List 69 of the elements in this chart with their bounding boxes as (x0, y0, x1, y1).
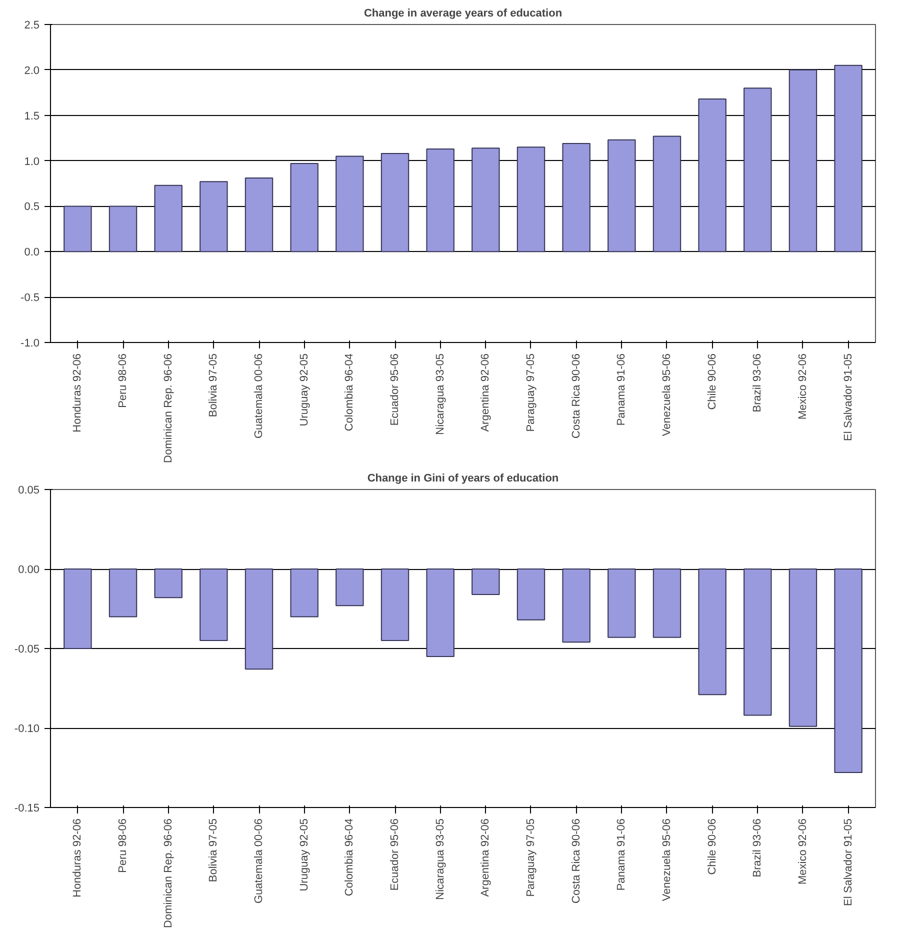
x-tick-label: Peru 98-06 (117, 818, 130, 873)
bar (64, 206, 92, 252)
x-tick-label: Ecuador 95-06 (389, 818, 402, 891)
y-tick-label: 0.5 (24, 201, 40, 214)
bar (380, 153, 410, 252)
x-tick-label: Bolivia 97-05 (208, 354, 220, 418)
x-tick-label: Honduras 92-06 (72, 818, 84, 898)
x-tick-label: Guatemala 00-06 (253, 818, 266, 904)
x-tick-label: Peru 98-06 (117, 353, 130, 408)
bar (834, 64, 862, 252)
x-tick-label: Colombia 96-04 (344, 818, 356, 896)
x-tick-label: Colombia 96-04 (344, 354, 356, 432)
y-tick-label: 0.00 (18, 564, 40, 576)
bar (698, 98, 726, 252)
bar (154, 184, 182, 252)
bar (608, 139, 636, 252)
bar (516, 146, 546, 252)
x-tick-label: Brazil 93-06 (752, 818, 764, 878)
x-tick-label: Bolivia 97-05 (208, 818, 220, 882)
x-tick-label: Chile 90-06 (706, 818, 718, 875)
bar (472, 148, 500, 252)
y-tick-label: -0.10 (14, 723, 40, 735)
x-tick-label: Nicaragua 93-05 (434, 353, 446, 435)
chart-title: Change in average years of education (364, 8, 562, 20)
bar (652, 136, 682, 252)
x-tick-label: Chile 90-06 (706, 353, 718, 410)
bar (426, 148, 454, 252)
bar (744, 88, 772, 252)
y-tick-label: -0.15 (14, 802, 40, 814)
x-tick-label: Panama 91-06 (616, 818, 628, 891)
y-tick-label: 0.05 (18, 484, 40, 496)
x-tick-label: Costa Rica 90-06 (570, 818, 582, 904)
bar (562, 143, 590, 252)
bar (108, 206, 138, 252)
bar (200, 181, 228, 252)
y-tick-label: 0.0 (24, 246, 40, 259)
x-tick-label: Venezuela 95-06 (660, 353, 673, 436)
x-tick-label: El Salvador 91-05 (842, 353, 854, 441)
bar (290, 163, 318, 252)
x-tick-label: Uruguay 92-05 (298, 353, 310, 426)
chart-title: Change in Gini of years of education (367, 472, 559, 484)
x-tick-label: Paraguay 97-05 (524, 353, 537, 432)
x-tick-label: Panama 91-06 (616, 353, 628, 426)
x-tick-label: Mexico 92-06 (796, 353, 809, 420)
y-tick-label: 2.0 (24, 64, 40, 77)
x-tick-label: Mexico 92-06 (796, 818, 809, 885)
y-tick-label: 1.0 (24, 156, 40, 168)
x-tick-label: Brazil 93-06 (752, 353, 764, 412)
y-tick-label: -1.0 (20, 338, 40, 350)
x-tick-label: Dominican Rep. 96-06 (162, 818, 174, 928)
x-tick-label: Guatemala 00-06 (253, 354, 266, 438)
x-tick-label: Costa Rica 90-06 (570, 353, 582, 438)
x-tick-label: Dominican Rep. 96-06 (162, 353, 174, 463)
bar (244, 178, 274, 252)
x-tick-label: Venezuela 95-06 (660, 818, 673, 902)
y-tick-label: -0.5 (20, 292, 40, 304)
y-tick-label: 1.5 (24, 110, 40, 122)
bar (336, 156, 364, 252)
x-tick-label: Argentina 92-06 (480, 353, 492, 432)
bar (788, 69, 818, 252)
x-tick-label: Uruguay 92-05 (298, 818, 310, 892)
x-tick-label: Paraguay 97-05 (524, 818, 537, 897)
y-tick-label: -0.05 (14, 644, 40, 656)
y-tick-label: 2.5 (24, 20, 40, 32)
x-tick-label: Nicaragua 93-05 (434, 818, 446, 900)
x-tick-label: Ecuador 95-06 (389, 353, 402, 426)
x-tick-label: El Salvador 91-05 (842, 818, 854, 906)
x-tick-label: Argentina 92-06 (480, 818, 492, 897)
x-tick-label: Honduras 92-06 (72, 353, 84, 432)
